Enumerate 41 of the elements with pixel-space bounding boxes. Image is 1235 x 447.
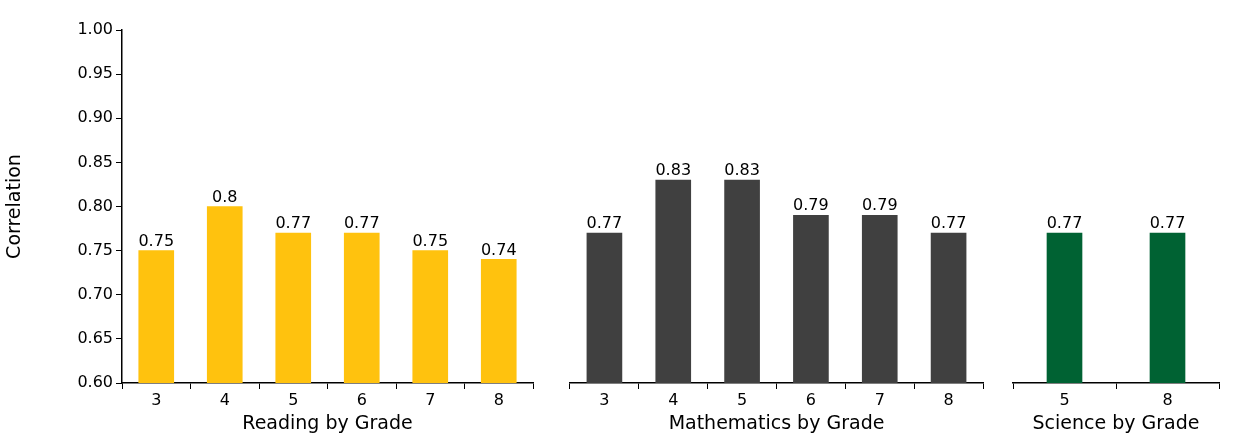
- y-tick-label: 0.65: [77, 328, 113, 348]
- x-tick-label: 3: [599, 389, 610, 409]
- x-tick-label: 5: [736, 389, 748, 409]
- x-tick-label: 7: [874, 389, 885, 409]
- data-label: 0.79: [793, 195, 829, 215]
- x-axis-title: Mathematics by Grade: [668, 410, 885, 433]
- x-tick-label: 7: [425, 389, 436, 409]
- data-label: 0.77: [275, 213, 312, 233]
- x-tick-label: 8: [1162, 389, 1173, 409]
- x-axis-title: Science by Grade: [1032, 410, 1200, 433]
- x-axis-title: Reading by Grade: [242, 410, 413, 433]
- data-label: 0.77: [586, 213, 623, 233]
- x-tick-label: 5: [1059, 389, 1070, 409]
- data-label: 0.8: [212, 186, 238, 206]
- y-tick-label: 1.00: [77, 19, 113, 39]
- x-tick-label: 3: [151, 389, 162, 409]
- data-label: 0.79: [861, 195, 898, 215]
- y-tick-label: 0.80: [77, 195, 113, 215]
- data-label: 0.77: [930, 213, 967, 233]
- data-label: 0.77: [343, 213, 380, 233]
- y-tick-label: 0.60: [77, 372, 113, 392]
- x-tick-label: 4: [668, 389, 679, 409]
- x-tick-label: 5: [288, 389, 299, 409]
- data-label: 0.75: [412, 230, 449, 250]
- x-tick-label: 6: [356, 389, 367, 409]
- x-tick-label: 4: [219, 389, 230, 409]
- x-tick-label: 8: [943, 389, 954, 409]
- x-tick-label: 6: [805, 389, 817, 409]
- data-label: 0.83: [655, 160, 692, 180]
- y-tick-label: 0.95: [77, 63, 113, 83]
- y-tick-label: 0.70: [77, 283, 113, 303]
- x-tick-label: 8: [493, 389, 504, 409]
- data-label: 0.74: [480, 239, 517, 259]
- y-axis-title: Correlation: [2, 154, 25, 259]
- data-label: 0.83: [724, 160, 760, 180]
- y-tick-label: 0.85: [77, 151, 113, 171]
- data-label: 0.77: [1149, 213, 1186, 233]
- y-tick-label: 0.75: [77, 239, 113, 259]
- y-tick-label: 0.90: [77, 107, 113, 127]
- data-label: 0.77: [1046, 213, 1083, 233]
- data-label: 0.75: [138, 230, 175, 250]
